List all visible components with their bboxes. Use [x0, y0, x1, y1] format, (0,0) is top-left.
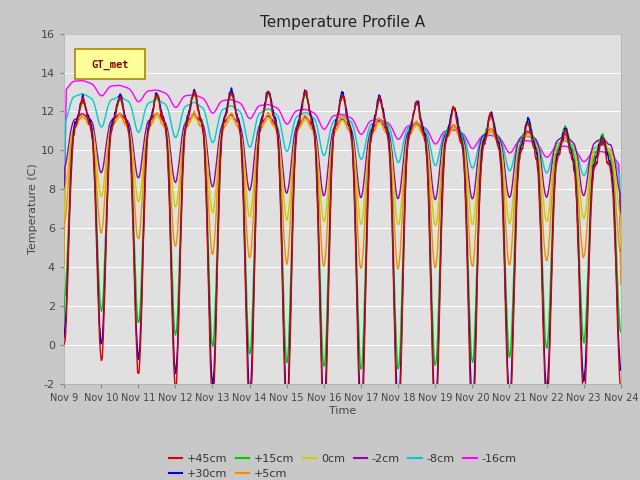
Title: Temperature Profile A: Temperature Profile A — [260, 15, 425, 30]
Y-axis label: Temperature (C): Temperature (C) — [28, 163, 38, 254]
Legend: +45cm, +30cm, +15cm, +5cm, 0cm, -2cm, -8cm, -16cm: +45cm, +30cm, +15cm, +5cm, 0cm, -2cm, -8… — [164, 449, 520, 480]
Text: GT_met: GT_met — [92, 60, 129, 70]
FancyBboxPatch shape — [75, 49, 145, 79]
X-axis label: Time: Time — [329, 406, 356, 416]
